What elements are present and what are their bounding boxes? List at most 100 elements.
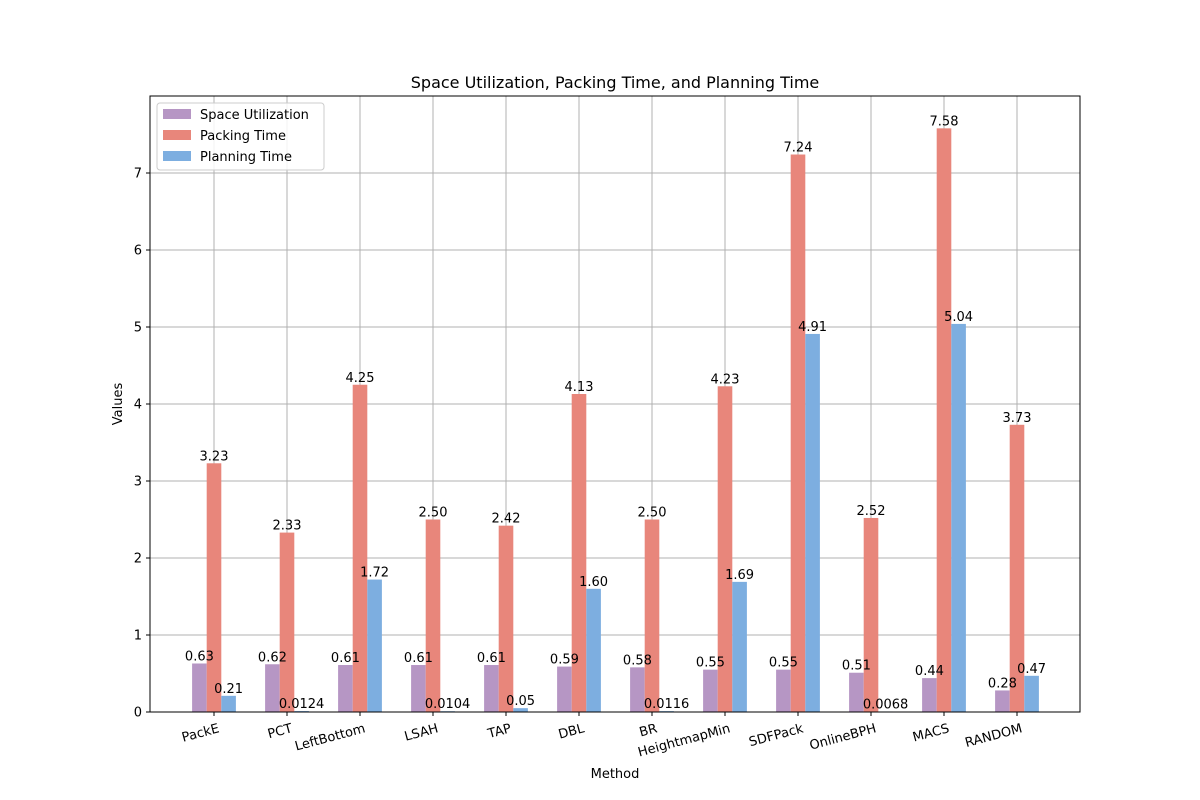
bar [279, 532, 295, 712]
bar [922, 678, 937, 712]
bar-value-label: 0.0068 [863, 697, 909, 712]
bar [790, 154, 806, 712]
x-tick-label: DBL [557, 721, 587, 742]
bar [192, 663, 207, 712]
bar-value-label: 1.60 [579, 575, 608, 590]
y-tick-label: 0 [134, 706, 142, 721]
bar-value-label: 0.51 [842, 659, 871, 674]
y-tick-label: 7 [134, 167, 142, 182]
legend-box [156, 102, 325, 171]
bar-value-label: 2.50 [419, 506, 448, 521]
bar [776, 669, 791, 712]
bar [571, 393, 587, 712]
bar [717, 386, 733, 712]
x-axis-label: Method [591, 767, 640, 782]
bar [936, 128, 952, 713]
bar [703, 669, 718, 712]
x-tick-label: SDFPack [747, 721, 805, 750]
y-axis-ticks: 0 1 2 3 4 5 6 7 [134, 167, 150, 721]
bar-value-label: 0.58 [623, 653, 652, 668]
x-tick-label: RANDOM [964, 721, 1024, 751]
bar [644, 519, 660, 712]
bar-value-label: 2.50 [638, 506, 667, 521]
legend-swatch [163, 151, 191, 161]
x-tick-label: TAP [485, 721, 513, 742]
bar [951, 323, 966, 712]
bar-value-label: 0.63 [185, 649, 214, 664]
legend-label: Planning Time [200, 150, 292, 165]
bar-value-label: 3.23 [200, 449, 229, 464]
bar [863, 517, 879, 712]
bar-value-label: 1.69 [725, 568, 754, 583]
bar-value-label: 7.24 [784, 141, 813, 156]
bar-value-label: 0.59 [550, 653, 579, 668]
bar-value-label: 0.44 [915, 664, 944, 679]
bar [425, 519, 441, 712]
x-tick-label: LeftBottom [293, 721, 367, 754]
bar-value-label: 2.33 [273, 519, 302, 534]
x-tick-label: BR [638, 721, 659, 740]
bar [557, 666, 572, 712]
bar-value-label: 0.0124 [279, 697, 325, 712]
bar [411, 665, 426, 712]
bar-value-label: 0.0104 [425, 697, 471, 712]
y-tick-label: 4 [134, 398, 142, 413]
y-axis-label: Values [111, 383, 126, 426]
bar-value-label: 4.13 [565, 380, 594, 395]
bar-value-label: 0.62 [258, 650, 287, 665]
bar-value-label: 0.61 [404, 651, 433, 666]
legend-label: Space Utilization [200, 108, 309, 123]
x-axis-ticks: PackE PCT LeftBottom LSAH TAP DBL BRHeightmapM… [180, 712, 1024, 760]
bar-value-label: 4.91 [798, 320, 827, 335]
bar [498, 525, 514, 712]
bar-value-label: 0.05 [506, 694, 535, 709]
chart-title: Space Utilization, Packing Time, and Pla… [411, 73, 820, 92]
bar-value-label: 0.61 [331, 651, 360, 666]
legend-label: Packing Time [200, 129, 286, 144]
bar [265, 664, 280, 712]
x-tick-label: LSAH [403, 721, 440, 744]
y-tick-label: 5 [134, 321, 142, 336]
bar-labels: 0.63 0.62 0.61 0.61 0.61 0.59 0.58 0.55 0.55 0.51… [185, 114, 1046, 712]
bar [1009, 424, 1025, 712]
bar-value-label: 0.0116 [644, 697, 690, 712]
bar-value-label: 1.72 [360, 566, 389, 581]
bar [849, 672, 864, 712]
bar-value-label: 0.55 [696, 656, 725, 671]
bar [367, 579, 382, 712]
bar-value-label: 0.21 [214, 682, 243, 697]
bar-value-label: 0.61 [477, 651, 506, 666]
bar-value-label: 0.28 [988, 676, 1017, 691]
bar-value-label: 3.73 [1003, 411, 1032, 426]
x-tick-label: OnlineBPH [808, 721, 878, 753]
y-tick-label: 2 [134, 552, 142, 567]
bar [513, 708, 528, 712]
bar [484, 665, 499, 712]
bar-value-label: 2.42 [492, 512, 521, 527]
bar [805, 333, 820, 712]
x-tick-label: PackE [180, 721, 221, 745]
bar [630, 667, 645, 712]
bar [1024, 675, 1039, 712]
bar-value-label: 4.23 [711, 372, 740, 387]
bars [192, 128, 1039, 713]
bar-value-label: 5.04 [944, 310, 973, 325]
bar [995, 690, 1010, 712]
bar [352, 384, 368, 712]
y-tick-label: 1 [134, 629, 142, 644]
legend-swatch [163, 109, 191, 119]
y-tick-label: 3 [134, 475, 142, 490]
bar-value-label: 0.47 [1017, 662, 1046, 677]
legend-swatch [163, 130, 191, 140]
x-tick-label: MACS [911, 721, 951, 745]
bar [338, 665, 353, 712]
bar [206, 463, 222, 712]
bar [732, 581, 747, 712]
legend: Space Utilization Packing Time Planning Ti… [156, 102, 325, 171]
bar-value-label: 4.25 [346, 371, 375, 386]
bar-value-label: 0.55 [769, 656, 798, 671]
bar-value-label: 7.58 [930, 114, 959, 129]
bar [586, 588, 601, 712]
bar-value-label: 2.52 [857, 504, 886, 519]
